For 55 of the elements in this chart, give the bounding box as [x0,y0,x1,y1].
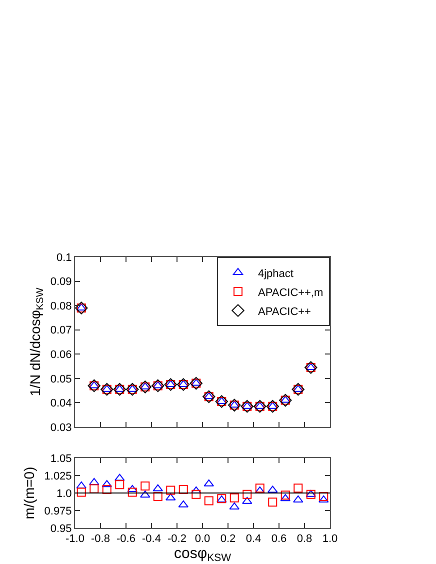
point [319,492,328,501]
y-tick-label: 0.1 [56,252,72,264]
legend-label: 4jphact [258,268,294,280]
point [152,484,163,492]
y-axis-title: m/(m=0) [20,466,37,520]
y-tick-label: 0.04 [50,398,72,410]
y-tick-label: 0.07 [50,324,72,337]
point [192,490,201,499]
x-axis-title: cosφ$_{KSW}$ [174,544,232,564]
x-tick-label: 0.2 [220,533,236,546]
y-tick-label: 1.025 [44,470,72,482]
point [230,493,239,502]
point [153,492,162,501]
point [115,480,124,490]
x-tick-label: 1.0 [322,533,338,546]
point [178,500,188,508]
point [140,490,150,498]
point [102,485,112,494]
point [128,488,137,497]
x-tick-label: -0.8 [91,533,110,546]
x-tick-label: -1.0 [66,533,84,546]
legend-label: APACIC++ [258,306,311,318]
y-tick-label: 0.95 [50,522,72,535]
point [140,482,150,490]
point [294,484,303,493]
point [102,480,112,488]
y-tick-label: 1.0 [56,488,72,500]
point [242,490,252,499]
x-tick-label: 0.0 [194,533,210,546]
point [280,490,290,500]
y-tick-label: 0.08 [50,300,72,312]
y-tick-label: 1.05 [50,452,72,465]
point [268,498,278,507]
x-tick-label: -0.4 [142,533,161,546]
point [166,493,176,500]
x-tick-label: -0.2 [168,533,186,546]
y-tick-label: 0.03 [50,422,72,434]
point [166,486,176,495]
point [76,488,86,497]
legend-label: APACIC++,m [258,286,324,299]
x-tick-label: 0.4 [246,533,262,546]
point [204,496,214,506]
point [178,485,188,494]
point [242,496,252,504]
point [204,479,214,486]
y-tick-label: 0.975 [44,505,72,518]
y-tick-label: 0.09 [50,276,72,288]
point [280,494,290,502]
y-tick-label: 0.06 [50,348,72,361]
y-tick-label: 0.05 [50,373,72,386]
point [255,484,264,493]
x-tick-label: -0.6 [116,533,136,546]
x-tick-label: 0.8 [296,533,312,546]
point [268,486,278,493]
x-tick-label: 0.6 [271,533,287,546]
